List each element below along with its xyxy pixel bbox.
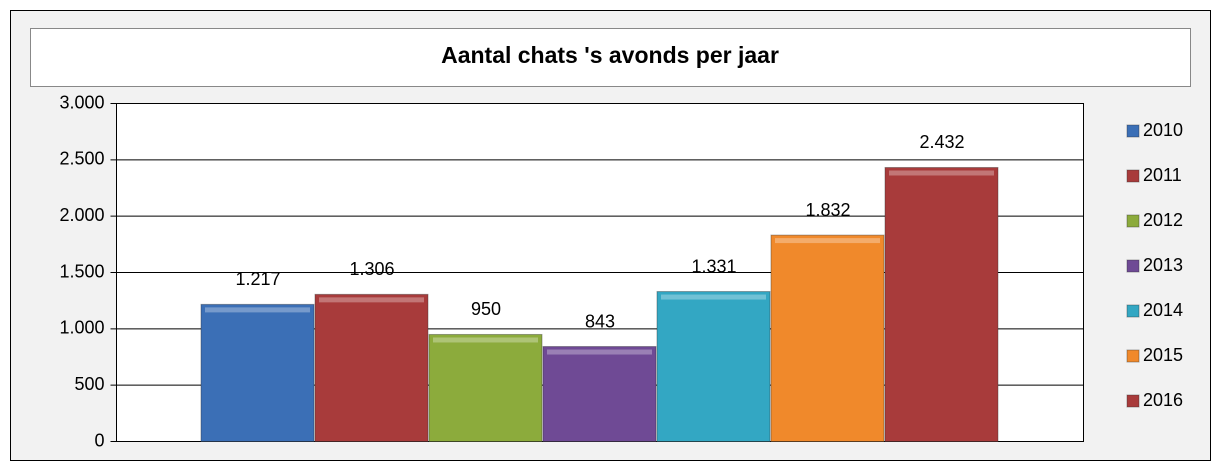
legend-swatch (1126, 124, 1140, 138)
bar-highlight (547, 349, 652, 355)
value-label: 1.832 (805, 200, 850, 220)
bar-highlight (205, 307, 310, 313)
bar (884, 166, 999, 442)
y-tick-label: 1.000 (59, 318, 104, 338)
y-tick-label: 0 (94, 430, 104, 450)
bar (656, 291, 771, 443)
legend-label: 2011 (1143, 165, 1182, 185)
bar (542, 346, 657, 442)
bar (314, 293, 429, 442)
legend-label: 2013 (1143, 255, 1183, 275)
bar-highlight (775, 238, 880, 244)
chart-title: Aantal chats 's avonds per jaar (441, 42, 779, 68)
legend-swatch (1126, 259, 1140, 273)
title-box (30, 28, 1191, 87)
y-tick-label: 2.500 (59, 149, 104, 169)
y-tick-label: 3.000 (59, 92, 104, 112)
legend-swatch (1126, 214, 1140, 228)
value-label: 1.331 (691, 256, 736, 276)
bar-highlight (319, 297, 424, 303)
value-label: 843 (585, 311, 615, 331)
legend-label: 2010 (1143, 120, 1183, 140)
value-label: 2.432 (919, 132, 964, 152)
legend-swatch (1126, 304, 1140, 318)
y-tick-label: 500 (74, 374, 104, 394)
bar-highlight (889, 170, 994, 176)
legend-label: 2012 (1143, 210, 1183, 230)
bar-highlight (433, 337, 538, 343)
bar (200, 303, 315, 442)
y-tick-label: 1.500 (59, 261, 104, 281)
legend-swatch (1126, 169, 1140, 183)
y-tick-label: 2.000 (59, 205, 104, 225)
bar-highlight (661, 294, 766, 300)
legend-label: 2016 (1143, 390, 1183, 410)
value-label: 950 (471, 299, 501, 319)
value-label: 1.217 (235, 269, 280, 289)
bar (428, 333, 543, 443)
bar (770, 234, 885, 442)
legend-label: 2014 (1143, 300, 1183, 320)
legend-swatch (1126, 349, 1140, 363)
legend-label: 2015 (1143, 345, 1183, 365)
value-label: 1.306 (349, 259, 394, 279)
legend-swatch (1126, 394, 1140, 408)
